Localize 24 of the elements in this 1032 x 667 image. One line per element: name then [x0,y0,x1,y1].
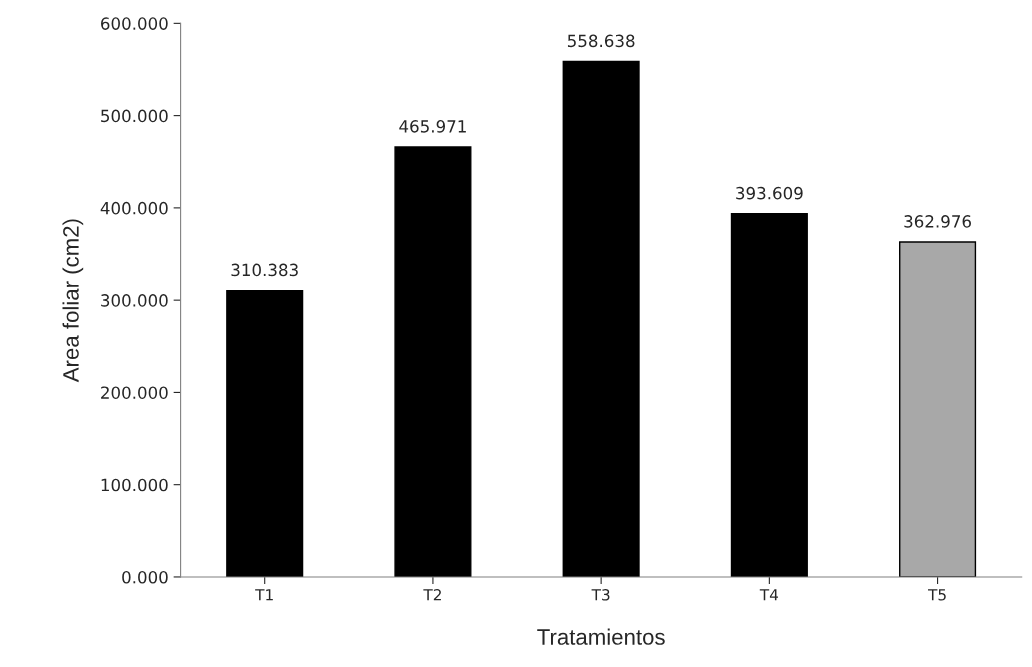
y-tick-label: 300.000 [101,294,168,307]
bar [899,241,977,577]
x-tick-label: T1 [255,589,273,601]
x-tick-label: T2 [423,589,441,601]
x-tick-label: T3 [591,589,610,601]
data-label: 465.971 [399,120,466,133]
data-label: 393.609 [736,186,803,200]
data-label: 558.638 [567,34,635,48]
x-tick-label: T4 [759,589,779,601]
y-tick-label: 600.000 [101,17,168,30]
bar [394,146,472,577]
x-axis-title: Tratamientos [537,628,665,645]
bar [562,60,640,577]
x-tick-label: T5 [928,589,946,601]
y-axis-title: Area foliar (cm2) [62,219,84,383]
y-tick-label: 400.000 [100,201,168,215]
y-tick-label: 100.000 [101,478,168,492]
bar [730,213,808,577]
bar [226,289,304,577]
y-tick-label: 200.000 [101,386,168,399]
data-label: 310.383 [231,263,298,277]
y-tick-label: 0.000 [122,570,168,584]
y-tick-label: 500.000 [101,109,168,123]
data-label: 362.976 [904,215,971,228]
